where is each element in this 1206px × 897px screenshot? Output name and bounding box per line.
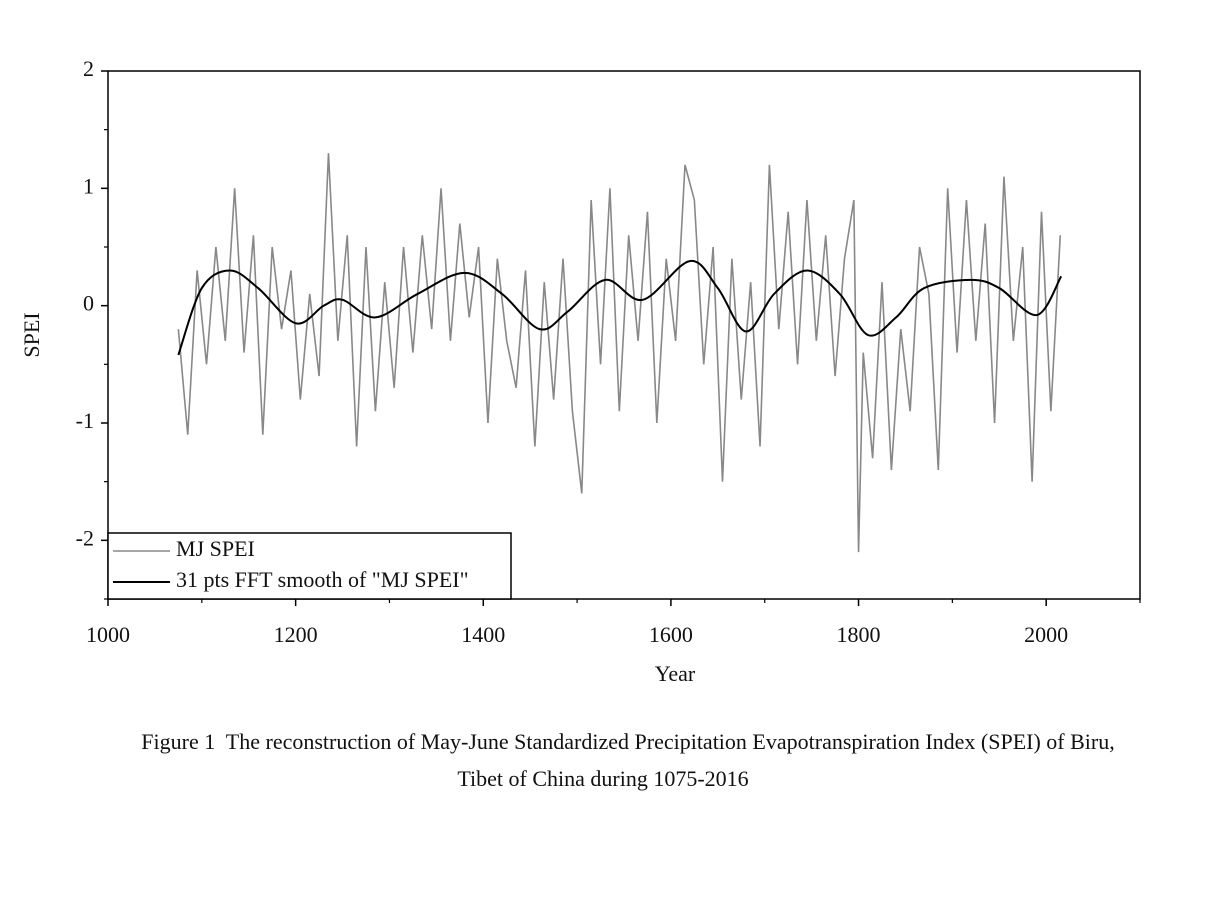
- y-tick-label: 0: [83, 291, 94, 316]
- plot-frame: [107, 70, 1141, 600]
- series-line: [177, 260, 1063, 356]
- x-tick-label: 2000: [1024, 622, 1068, 647]
- y-tick-label: -2: [76, 525, 94, 550]
- legend-label: MJ SPEI: [176, 536, 255, 561]
- y-tick-label: 2: [83, 56, 94, 81]
- y-tick-label: -1: [76, 408, 94, 433]
- y-axis-label: SPEI: [19, 312, 44, 357]
- x-tick-label: 1000: [86, 622, 130, 647]
- x-tick-label: 1200: [274, 622, 318, 647]
- y-tick-label: 1: [83, 173, 94, 198]
- legend-box: [107, 532, 512, 600]
- legend-label: 31 pts FFT smooth of "MJ SPEI": [176, 567, 469, 592]
- series-line: [177, 153, 1062, 553]
- caption-line: Tibet of China during 1075-2016: [457, 766, 748, 791]
- x-axis-label: Year: [655, 661, 696, 686]
- caption-line: Figure 1 The reconstruction of May-June …: [141, 729, 1114, 754]
- x-tick-label: 1600: [649, 622, 693, 647]
- x-tick-label: 1400: [461, 622, 505, 647]
- x-tick-label: 1800: [837, 622, 881, 647]
